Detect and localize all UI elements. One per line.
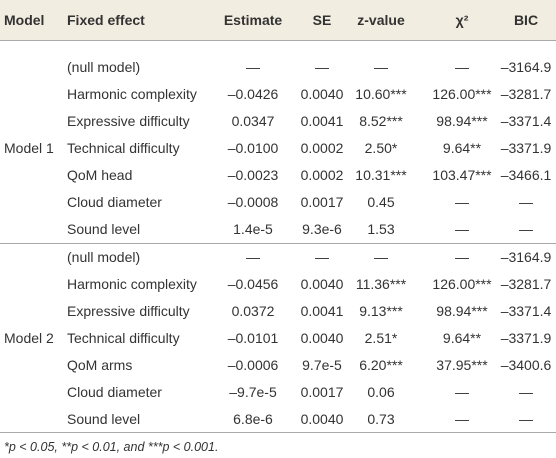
value-cell: — bbox=[519, 194, 533, 210]
value-cell: 0.0040 bbox=[300, 276, 344, 292]
value-cell: — bbox=[519, 221, 533, 237]
value-cell: 98.94*** bbox=[436, 113, 488, 129]
effect-name: (null model) bbox=[67, 59, 141, 75]
header-cell: Fixed effect bbox=[67, 12, 145, 28]
value-cell: 37.95*** bbox=[436, 357, 488, 373]
value-cell: — bbox=[455, 194, 469, 210]
value-cell: 10.31*** bbox=[355, 167, 407, 183]
value-cell: –3400.6 bbox=[500, 357, 552, 373]
value-cell: — bbox=[455, 411, 469, 427]
value-cell: 0.0372 bbox=[231, 303, 275, 319]
value-cell: –0.0456 bbox=[227, 276, 279, 292]
value-cell: — bbox=[455, 249, 469, 265]
effect-name: Sound level bbox=[67, 221, 141, 237]
value-cell: 0.0040 bbox=[300, 330, 344, 346]
value-cell: 9.64** bbox=[442, 330, 482, 346]
value-cell: 8.52*** bbox=[359, 113, 403, 129]
value-cell: –3371.9 bbox=[500, 140, 552, 156]
value-cell: –0.0101 bbox=[227, 330, 279, 346]
value-cell: 9.3e-6 bbox=[302, 221, 342, 237]
value-cell: — bbox=[455, 384, 469, 400]
table-bottom-rule bbox=[0, 432, 556, 433]
value-cell: 0.0347 bbox=[231, 113, 275, 129]
effect-name: QoM arms bbox=[67, 357, 133, 373]
value-cell: 1.4e-5 bbox=[233, 221, 273, 237]
model-label: Model 2 bbox=[4, 330, 54, 346]
value-cell: 0.0002 bbox=[300, 167, 344, 183]
value-cell: –0.0008 bbox=[227, 194, 279, 210]
effect-name: Expressive difficulty bbox=[67, 303, 190, 319]
value-cell: — bbox=[246, 59, 260, 75]
header-row bbox=[0, 0, 556, 41]
value-cell: –3371.9 bbox=[500, 330, 552, 346]
value-cell: — bbox=[315, 249, 329, 265]
value-cell: 126.00*** bbox=[432, 86, 492, 102]
value-cell: 9.13*** bbox=[359, 303, 403, 319]
header-cell: Model bbox=[4, 12, 45, 28]
value-cell: — bbox=[246, 249, 260, 265]
effect-name: QoM head bbox=[67, 167, 133, 183]
value-cell: –3281.7 bbox=[500, 86, 552, 102]
value-cell: 0.0002 bbox=[300, 140, 344, 156]
value-cell: 126.00*** bbox=[432, 276, 492, 292]
value-cell: –0.0023 bbox=[227, 167, 279, 183]
header-cell: χ² bbox=[455, 12, 469, 28]
value-cell: 0.0041 bbox=[300, 303, 344, 319]
value-cell: –9.7e-5 bbox=[229, 384, 277, 400]
effect-name: Technical difficulty bbox=[67, 330, 180, 346]
value-cell: 0.0041 bbox=[300, 113, 344, 129]
effect-name: Harmonic complexity bbox=[67, 276, 197, 292]
value-cell: –3466.1 bbox=[500, 167, 552, 183]
value-cell: 98.94*** bbox=[436, 303, 488, 319]
value-cell: –0.0006 bbox=[227, 357, 279, 373]
effect-name: (null model) bbox=[67, 249, 141, 265]
footnote: *p < 0.05, **p < 0.01, and ***p < 0.001. bbox=[4, 440, 219, 454]
value-cell: –0.0100 bbox=[227, 140, 279, 156]
value-cell: –3164.9 bbox=[500, 59, 552, 75]
value-cell: 103.47*** bbox=[432, 167, 492, 183]
value-cell: — bbox=[519, 384, 533, 400]
value-cell: 0.0040 bbox=[300, 411, 344, 427]
value-cell: 0.0017 bbox=[300, 194, 344, 210]
value-cell: 0.06 bbox=[367, 384, 395, 400]
value-cell: 9.64** bbox=[442, 140, 482, 156]
value-cell: 0.45 bbox=[367, 194, 395, 210]
group-rule bbox=[0, 243, 556, 244]
value-cell: –0.0426 bbox=[227, 86, 279, 102]
value-cell: 11.36*** bbox=[355, 276, 407, 292]
value-cell: 2.51* bbox=[364, 330, 398, 346]
value-cell: 2.50* bbox=[364, 140, 398, 156]
value-cell: 1.53 bbox=[367, 221, 395, 237]
value-cell: 6.20*** bbox=[359, 357, 403, 373]
value-cell: –3164.9 bbox=[500, 249, 552, 265]
value-cell: 0.73 bbox=[367, 411, 395, 427]
value-cell: — bbox=[455, 59, 469, 75]
effect-name: Cloud diameter bbox=[67, 194, 162, 210]
value-cell: –3371.4 bbox=[500, 303, 552, 319]
value-cell: 6.8e-6 bbox=[233, 411, 273, 427]
effect-name: Technical difficulty bbox=[67, 140, 180, 156]
value-cell: — bbox=[455, 221, 469, 237]
value-cell: 0.0040 bbox=[300, 86, 344, 102]
header-cell: BIC bbox=[513, 12, 539, 28]
value-cell: –3371.4 bbox=[500, 113, 552, 129]
value-cell: — bbox=[374, 249, 388, 265]
value-cell: –3281.7 bbox=[500, 276, 552, 292]
value-cell: — bbox=[315, 59, 329, 75]
header-cell: z-value bbox=[357, 12, 405, 28]
value-cell: — bbox=[374, 59, 388, 75]
effect-name: Sound level bbox=[67, 411, 141, 427]
value-cell: — bbox=[519, 411, 533, 427]
value-cell: 10.60*** bbox=[355, 86, 407, 102]
effect-name: Cloud diameter bbox=[67, 384, 162, 400]
effect-name: Harmonic complexity bbox=[67, 86, 197, 102]
model-label: Model 1 bbox=[4, 140, 54, 156]
header-cell: Estimate bbox=[223, 12, 283, 28]
effect-name: Expressive difficulty bbox=[67, 113, 190, 129]
value-cell: 9.7e-5 bbox=[302, 357, 342, 373]
value-cell: 0.0017 bbox=[300, 384, 344, 400]
header-cell: SE bbox=[312, 12, 332, 28]
